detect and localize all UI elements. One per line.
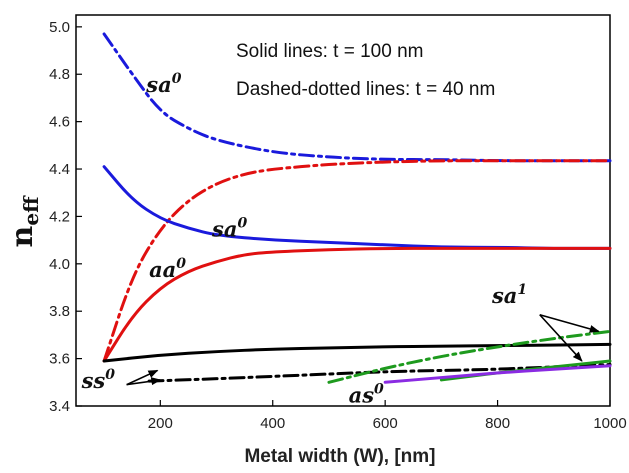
mode-label-sa1: sa1 bbox=[491, 282, 527, 308]
mode-label-ss0: ss0 bbox=[81, 367, 116, 393]
legend-note-dashdot: Dashed-dotted lines: t = 40 nm bbox=[236, 79, 495, 100]
series-line-aa0 bbox=[102, 159, 612, 363]
x-tick-label: 400 bbox=[260, 415, 285, 432]
legend-note-solid: Solid lines: t = 100 nm bbox=[236, 41, 423, 62]
x-axis-title: Metal width (W), [nm] bbox=[244, 446, 435, 467]
mode-label-sa0: sa0 bbox=[145, 71, 181, 97]
y-tick-label: 4.6 bbox=[49, 114, 70, 131]
mode-label-aa0: aa0 bbox=[149, 256, 186, 282]
y-tick-label: 4.4 bbox=[49, 161, 70, 178]
x-tick-label: 1000 bbox=[593, 415, 626, 432]
x-tick-label: 200 bbox=[148, 415, 173, 432]
y-tick-label: 3.6 bbox=[49, 351, 70, 368]
x-tick-label: 800 bbox=[485, 415, 510, 432]
y-axis-title-subscript: eff bbox=[19, 195, 43, 226]
y-tick-label: 4.0 bbox=[49, 256, 70, 273]
y-tick-label: 3.4 bbox=[49, 398, 70, 415]
x-tick-label: 600 bbox=[373, 415, 398, 432]
annotations-layer: sa0 sa0 aa0 ss0 as0 sa1 bbox=[81, 71, 528, 407]
series-line-as0 bbox=[383, 364, 612, 384]
annotation-arrow bbox=[126, 377, 162, 386]
y-axis-title-main: n bbox=[5, 225, 40, 247]
series-line-ss0 bbox=[102, 342, 612, 363]
y-axis-title: neff bbox=[5, 195, 43, 248]
y-tick-label: 3.8 bbox=[49, 303, 70, 320]
svg-text:neff: neff bbox=[5, 195, 43, 248]
plot-frame bbox=[75, 14, 611, 407]
axis-ticks: 200 400 600 800 1000 3.4 3.6 3.8 4.0 4.2 4.4 4.6 4.8… bbox=[49, 19, 627, 432]
series-line-sa1 bbox=[327, 329, 612, 384]
mode-label-sa0: sa0 bbox=[211, 216, 247, 242]
arrows-layer bbox=[126, 313, 600, 386]
y-tick-label: 4.2 bbox=[49, 208, 70, 225]
series-layer bbox=[102, 32, 612, 384]
annotation-arrow bbox=[539, 314, 583, 362]
y-tick-label: 4.8 bbox=[49, 66, 70, 83]
mode-label-as0: as0 bbox=[349, 381, 384, 407]
y-tick-label: 5.0 bbox=[49, 19, 70, 36]
annotation-arrow bbox=[539, 313, 600, 333]
annotation-arrow bbox=[126, 369, 159, 386]
series-line-aa0 bbox=[102, 246, 612, 363]
